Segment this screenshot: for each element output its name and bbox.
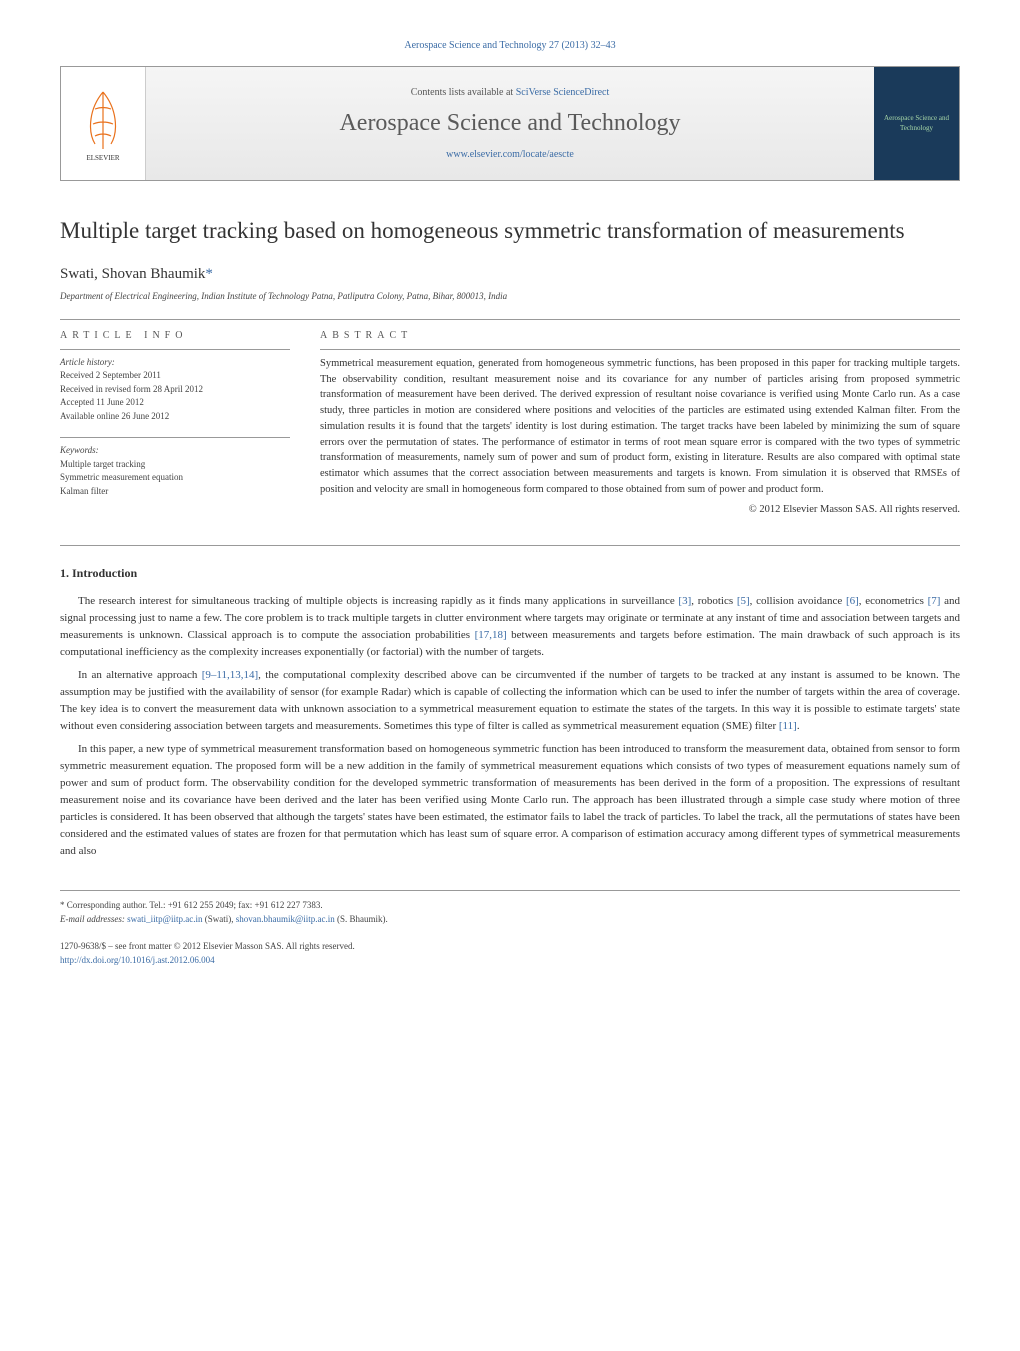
- journal-name: Aerospace Science and Technology: [339, 110, 680, 137]
- email-line: E-mail addresses: swati_iitp@iitp.ac.in …: [60, 913, 960, 927]
- keyword: Symmetric measurement equation: [60, 471, 290, 485]
- abstract-column: ABSTRACT Symmetrical measurement equatio…: [320, 330, 960, 515]
- citation-link[interactable]: [6]: [846, 595, 859, 607]
- affiliation: Department of Electrical Engineering, In…: [60, 291, 960, 301]
- header-citation: Aerospace Science and Technology 27 (201…: [60, 40, 960, 51]
- text-run: , collision avoidance: [750, 595, 846, 607]
- article-info-column: ARTICLE INFO Article history: Received 2…: [60, 330, 290, 515]
- history-accepted: Accepted 11 June 2012: [60, 396, 290, 410]
- journal-banner: ELSEVIER Contents lists available at Sci…: [60, 66, 960, 181]
- citation-link[interactable]: [3]: [678, 595, 691, 607]
- divider: [60, 319, 960, 320]
- abstract-label: ABSTRACT: [320, 330, 960, 341]
- sciencedirect-link[interactable]: SciVerse ScienceDirect: [516, 87, 610, 98]
- journal-cover-thumbnail: Aerospace Science and Technology: [874, 67, 959, 180]
- divider: [60, 545, 960, 546]
- article-title: Multiple target tracking based on homoge…: [60, 216, 960, 246]
- text-run: The research interest for simultaneous t…: [78, 595, 678, 607]
- body-paragraph: In an alternative approach [9–11,13,14],…: [60, 667, 960, 735]
- svg-text:ELSEVIER: ELSEVIER: [86, 154, 119, 162]
- keywords-block: Keywords: Multiple target tracking Symme…: [60, 444, 290, 498]
- history-header: Article history:: [60, 356, 290, 370]
- article-history: Article history: Received 2 September 20…: [60, 356, 290, 424]
- contents-prefix: Contents lists available at: [411, 87, 516, 98]
- citation-link[interactable]: [17,18]: [475, 629, 507, 641]
- history-revised: Received in revised form 28 April 2012: [60, 383, 290, 397]
- locate-url[interactable]: www.elsevier.com/locate/aescte: [446, 149, 574, 160]
- text-run: , robotics: [691, 595, 737, 607]
- issn-line: 1270-9638/$ – see front matter © 2012 El…: [60, 940, 960, 954]
- text-run: In an alternative approach: [78, 669, 202, 681]
- text-run: .: [797, 720, 800, 732]
- abstract-divider: [320, 349, 960, 350]
- info-divider: [60, 437, 290, 438]
- email-who: (S. Bhaumik).: [335, 914, 388, 924]
- keyword: Kalman filter: [60, 485, 290, 499]
- abstract-copyright: © 2012 Elsevier Masson SAS. All rights r…: [320, 504, 960, 515]
- abstract-text: Symmetrical measurement equation, genera…: [320, 356, 960, 498]
- email-who: (Swati),: [202, 914, 235, 924]
- citation-link[interactable]: [9–11,13,14]: [202, 669, 258, 681]
- history-received: Received 2 September 2011: [60, 369, 290, 383]
- keywords-header: Keywords:: [60, 444, 290, 458]
- introduction-section: 1. Introduction The research interest fo…: [60, 566, 960, 861]
- citation-link[interactable]: [5]: [737, 595, 750, 607]
- publisher-logo: ELSEVIER: [61, 67, 146, 180]
- history-online: Available online 26 June 2012: [60, 410, 290, 424]
- footer-bottom: 1270-9638/$ – see front matter © 2012 El…: [60, 940, 960, 967]
- email-link[interactable]: swati_iitp@iitp.ac.in: [127, 914, 202, 924]
- body-paragraph: The research interest for simultaneous t…: [60, 593, 960, 661]
- email-label: E-mail addresses:: [60, 914, 127, 924]
- citation-link[interactable]: [7]: [928, 595, 941, 607]
- authors: Swati, Shovan Bhaumik*: [60, 266, 960, 283]
- article-info-label: ARTICLE INFO: [60, 330, 290, 341]
- footer-block: * Corresponding author. Tel.: +91 612 25…: [60, 890, 960, 967]
- author-names: Swati, Shovan Bhaumik: [60, 266, 205, 282]
- citation-link[interactable]: [11]: [779, 720, 797, 732]
- contents-line: Contents lists available at SciVerse Sci…: [411, 87, 610, 98]
- email-link[interactable]: shovan.bhaumik@iitp.ac.in: [236, 914, 335, 924]
- text-run: , econometrics: [859, 595, 928, 607]
- corresponding-author-line: * Corresponding author. Tel.: +91 612 25…: [60, 899, 960, 913]
- body-paragraph: In this paper, a new type of symmetrical…: [60, 741, 960, 860]
- section-heading: 1. Introduction: [60, 566, 960, 581]
- doi-link[interactable]: http://dx.doi.org/10.1016/j.ast.2012.06.…: [60, 955, 215, 965]
- elsevier-tree-icon: ELSEVIER: [73, 84, 133, 164]
- info-divider: [60, 349, 290, 350]
- keyword: Multiple target tracking: [60, 458, 290, 472]
- corresponding-marker: *: [205, 266, 213, 282]
- banner-center: Contents lists available at SciVerse Sci…: [146, 67, 874, 180]
